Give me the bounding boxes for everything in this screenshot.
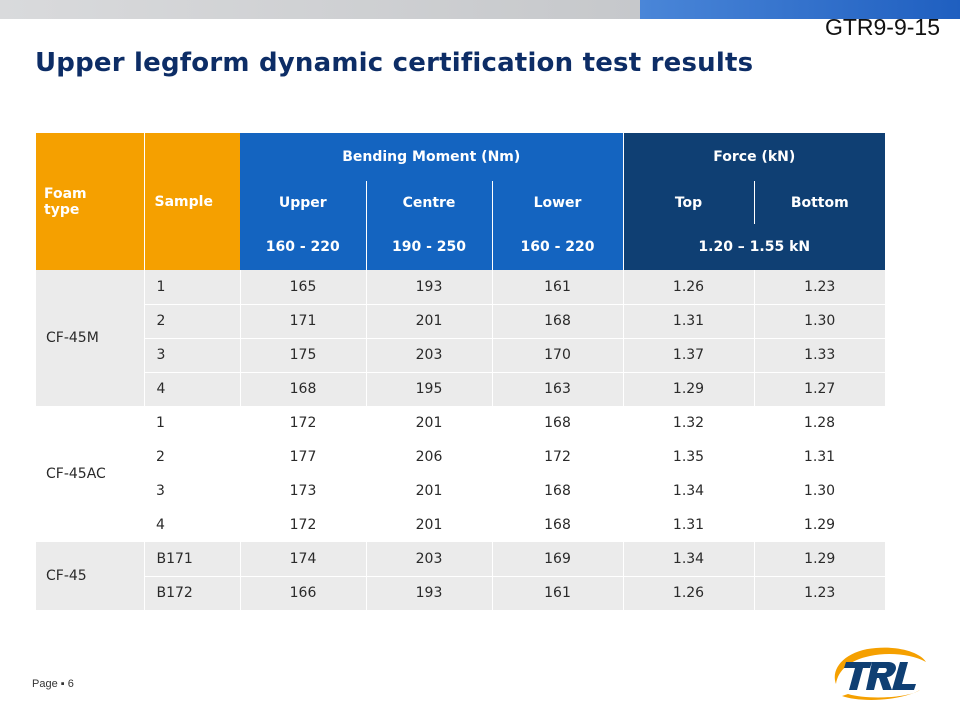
header-centre: Centre xyxy=(366,181,493,224)
upper-cell: 165 xyxy=(239,270,366,305)
header-upper: Upper xyxy=(240,181,367,224)
table-row: CF-45AC 1 172 201 168 1.32 1.28 xyxy=(36,406,886,542)
bottom-cell: 1.29 xyxy=(753,542,886,577)
sample-cell: 1 xyxy=(143,270,240,305)
table-row: CF-45 B171 174 203 169 1.34 1.29 xyxy=(36,542,886,610)
page-title: Upper legform dynamic certification test… xyxy=(35,48,754,78)
centre-cell: 201 xyxy=(366,474,492,508)
header-bottom: Bottom xyxy=(754,181,886,224)
lower-cell: 168 xyxy=(492,474,623,508)
lower-cell: 168 xyxy=(492,508,623,542)
upper-cell: 173 xyxy=(240,474,366,508)
sample-cell: 3 xyxy=(143,338,240,373)
sample-cell: 2 xyxy=(143,304,240,339)
top-cell: 1.34 xyxy=(623,474,754,508)
lower-cell: 172 xyxy=(492,440,623,474)
bottom-cell: 1.29 xyxy=(754,508,886,542)
centre-cell: 203 xyxy=(365,542,492,577)
centre-cell: 201 xyxy=(366,508,492,542)
sample-cell: 3 xyxy=(144,474,240,508)
bottom-cell: 1.27 xyxy=(753,372,886,407)
table-row: 3 175 203 170 1.37 1.33 xyxy=(36,338,886,373)
table-row: 4 168 195 163 1.29 1.27 xyxy=(36,372,886,407)
sample-cell: B172 xyxy=(143,576,240,611)
lower-cell: 168 xyxy=(492,406,623,440)
bottom-cell: 1.30 xyxy=(753,304,886,339)
lower-cell: 168 xyxy=(491,304,623,339)
sample-cell: 2 xyxy=(144,440,240,474)
header-sample: Sample xyxy=(144,133,240,270)
centre-cell: 195 xyxy=(365,372,492,407)
lower-cell: 161 xyxy=(491,270,623,305)
bottom-cell: 1.23 xyxy=(753,576,886,611)
top-cell: 1.29 xyxy=(622,372,754,407)
centre-cell: 193 xyxy=(365,270,492,305)
table-row: CF-45M 1 165 193 161 1.26 1.23 xyxy=(36,270,886,406)
top-cell: 1.35 xyxy=(623,440,754,474)
header-range-force: 1.20 – 1.55 kN xyxy=(623,224,886,270)
sample-cell: 1 xyxy=(144,406,240,440)
bottom-cell: 1.23 xyxy=(753,270,886,305)
table-row: 2 171 201 168 1.31 1.30 xyxy=(36,304,886,339)
table-row: 2 177 206 172 1.35 1.31 xyxy=(36,440,886,474)
lower-cell: 161 xyxy=(491,576,623,611)
header-top: Top xyxy=(623,181,755,224)
top-cell: 1.34 xyxy=(622,542,754,577)
table-row: 3 173 201 168 1.34 1.30 xyxy=(36,474,886,508)
sample-cell: 4 xyxy=(143,372,240,407)
centre-cell: 201 xyxy=(366,406,492,440)
table-row: 4 172 201 168 1.31 1.29 xyxy=(36,508,886,542)
centre-cell: 193 xyxy=(365,576,492,611)
header-range-upper: 160 - 220 xyxy=(240,224,367,270)
top-cell: 1.26 xyxy=(622,576,754,611)
foam-type-cell: CF-45 xyxy=(36,542,144,610)
sample-cell: 4 xyxy=(144,508,240,542)
top-cell: 1.26 xyxy=(622,270,754,305)
upper-cell: 172 xyxy=(240,406,366,440)
foam-type-cell: CF-45AC xyxy=(36,406,144,542)
upper-cell: 172 xyxy=(240,508,366,542)
upper-cell: 174 xyxy=(239,542,366,577)
centre-cell: 201 xyxy=(365,304,492,339)
bottom-cell: 1.33 xyxy=(753,338,886,373)
table-row: B172 166 193 161 1.26 1.23 xyxy=(36,576,886,611)
lower-cell: 163 xyxy=(491,372,623,407)
foam-type-cell: CF-45M xyxy=(36,270,144,406)
lower-cell: 170 xyxy=(491,338,623,373)
sample-cell: B171 xyxy=(143,542,240,577)
upper-cell: 177 xyxy=(240,440,366,474)
header-force: Force (kN) xyxy=(623,133,886,181)
lower-cell: 169 xyxy=(491,542,623,577)
header-range-lower: 160 - 220 xyxy=(492,224,624,270)
upper-cell: 166 xyxy=(239,576,366,611)
top-cell: 1.31 xyxy=(623,508,754,542)
header-bending-moment: Bending Moment (Nm) xyxy=(240,133,624,181)
top-cell: 1.32 xyxy=(623,406,754,440)
bottom-cell: 1.30 xyxy=(754,474,886,508)
centre-cell: 206 xyxy=(366,440,492,474)
header-foam-type: Foam type xyxy=(36,133,145,270)
results-table: Foam type Sample Bending Moment (Nm) For… xyxy=(36,133,886,611)
document-reference: GTR9-9-15 xyxy=(824,14,940,40)
centre-cell: 203 xyxy=(365,338,492,373)
top-cell: 1.31 xyxy=(622,304,754,339)
upper-cell: 171 xyxy=(239,304,366,339)
header-band-gray xyxy=(0,0,640,19)
trl-logo-icon xyxy=(834,647,926,700)
top-cell: 1.37 xyxy=(622,338,754,373)
bottom-cell: 1.28 xyxy=(754,406,886,440)
header-lower: Lower xyxy=(492,181,624,224)
header-range-centre: 190 - 250 xyxy=(366,224,493,270)
upper-cell: 168 xyxy=(239,372,366,407)
bottom-cell: 1.31 xyxy=(754,440,886,474)
upper-cell: 175 xyxy=(239,338,366,373)
header-band-blue xyxy=(640,0,960,19)
page-number: Page ▪ 6 xyxy=(32,678,74,690)
